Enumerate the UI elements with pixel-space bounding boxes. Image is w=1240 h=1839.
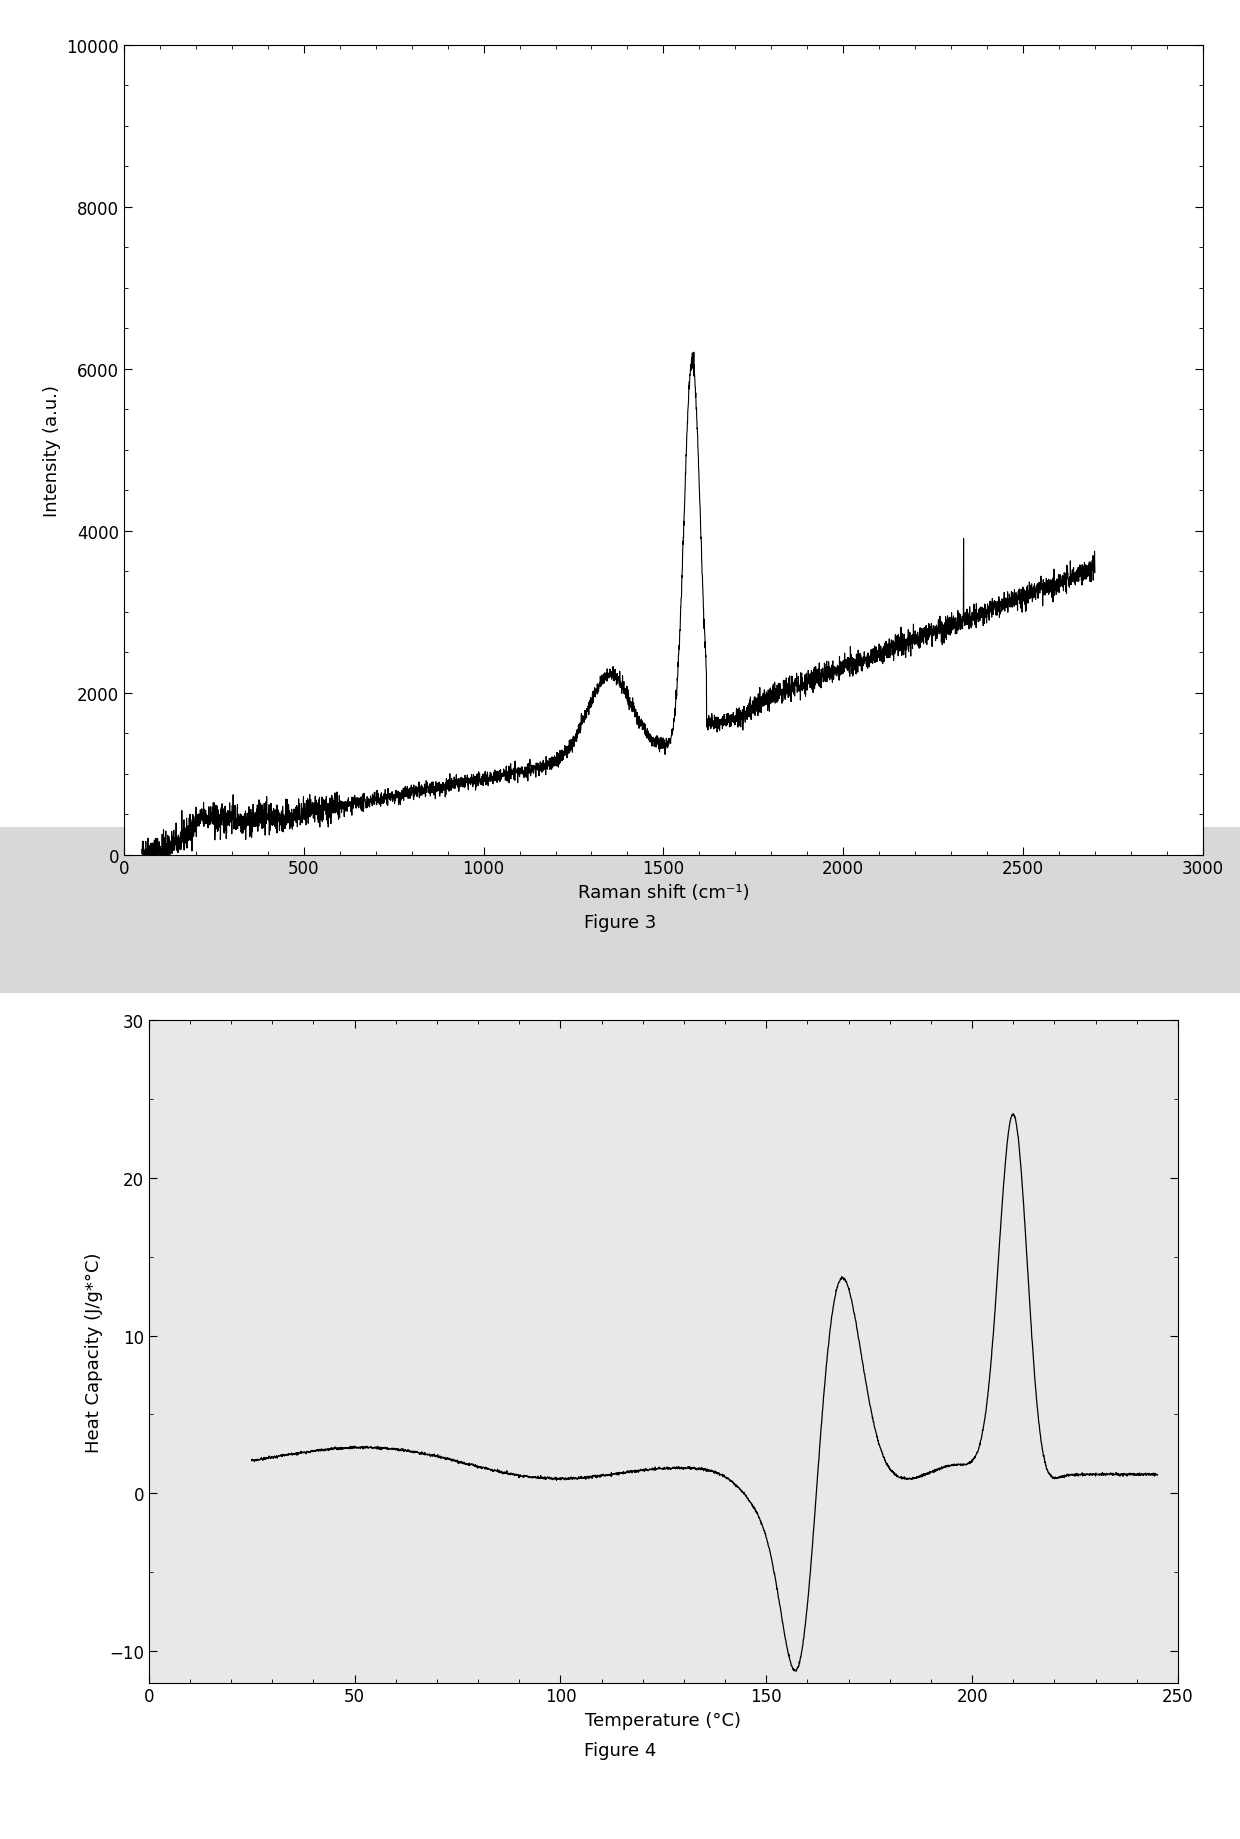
Text: Figure 3: Figure 3 (584, 914, 656, 932)
X-axis label: Temperature (°C): Temperature (°C) (585, 1710, 742, 1729)
Y-axis label: Intensity (a.u.): Intensity (a.u.) (43, 384, 61, 517)
Y-axis label: Heat Capacity (J/g*°C): Heat Capacity (J/g*°C) (86, 1252, 103, 1451)
X-axis label: Raman shift (cm⁻¹): Raman shift (cm⁻¹) (578, 883, 749, 901)
Text: Figure 4: Figure 4 (584, 1742, 656, 1760)
